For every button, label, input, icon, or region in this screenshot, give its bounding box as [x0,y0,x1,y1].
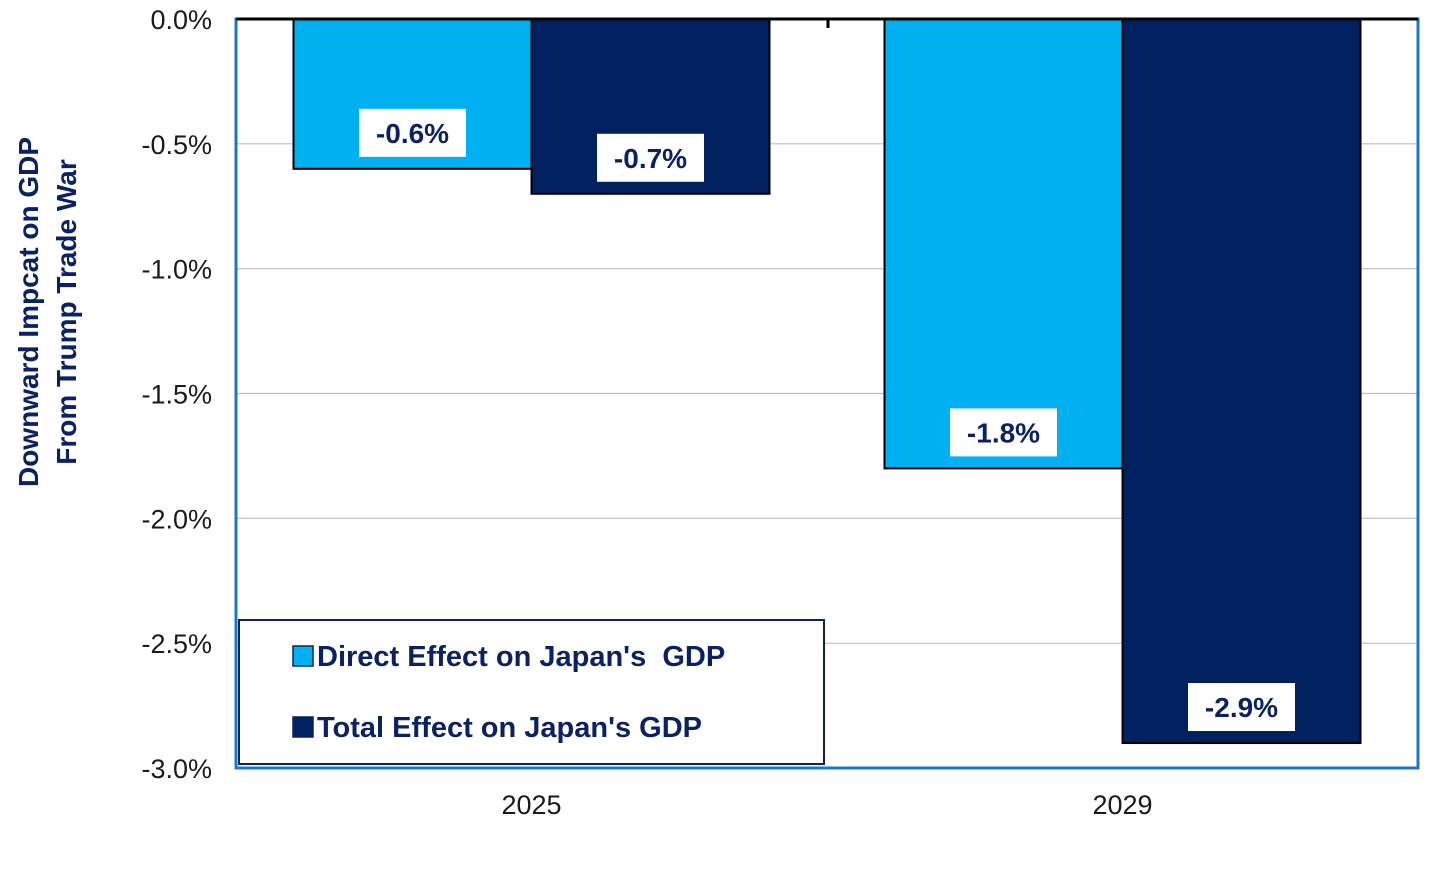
y-tick-label: 0.0% [150,5,212,35]
data-label: -2.9% [1205,692,1278,723]
y-tick-label: -3.0% [141,754,212,784]
data-labels: -0.6% -0.7% -1.8% -2.9% [359,108,1295,732]
y-tick-label: -0.5% [141,130,212,160]
x-tick-label: 2025 [501,790,561,820]
legend-swatch-direct [292,645,314,667]
data-label-box [597,133,704,182]
legend-label-direct: Direct Effect on Japan's GDP [317,641,725,673]
legend-box [238,619,825,765]
y-axis-ticks: 0.0% -0.5% -1.0% -1.5% -2.0% -2.5% -3.0% [141,5,212,784]
x-axis-ticks: 2025 2029 [501,790,1152,820]
x-tick-label: 2029 [1092,790,1152,820]
y-tick-label: -2.0% [141,504,212,534]
data-label: -1.8% [967,417,1040,448]
data-label: -0.7% [614,143,687,174]
y-axis-title-line-2: From Trump Trade War [51,159,82,465]
bar-total-2029 [1121,18,1362,745]
y-tick-label: -1.0% [141,255,212,285]
bar-direct-2029 [883,18,1124,470]
legend-swatch-total [292,716,314,738]
y-tick-label: -2.5% [141,629,212,659]
data-label-box [1188,683,1295,732]
y-axis-title: Downward Impcat on GDP From Trump Trade … [13,137,82,487]
y-tick-label: -1.5% [141,380,212,410]
legend: Direct Effect on Japan's GDP Total Effec… [238,619,825,765]
legend-label-total: Total Effect on Japan's GDP [317,712,702,744]
y-axis-title-line-1: Downward Impcat on GDP [13,137,44,487]
data-label: -0.6% [376,118,449,149]
data-label-box [950,408,1057,457]
data-label-box [359,108,466,157]
